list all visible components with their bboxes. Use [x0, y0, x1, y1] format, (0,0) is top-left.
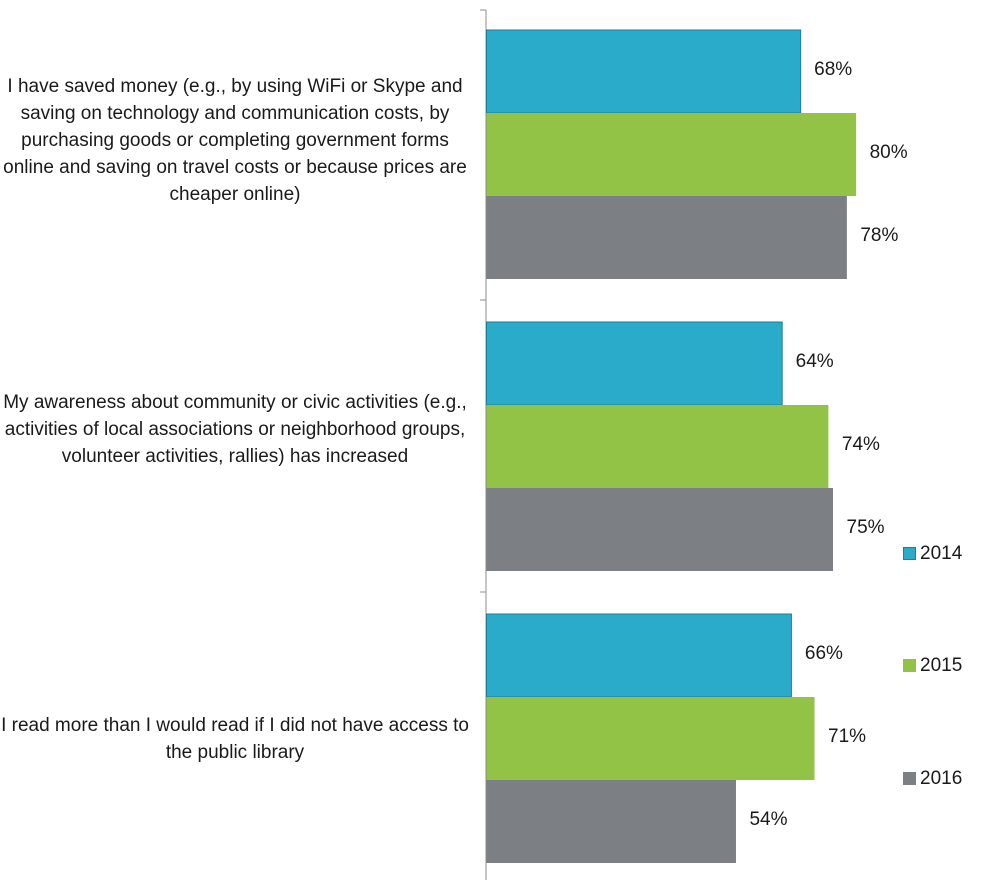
value-label-2015-category-1: 80%: [870, 142, 908, 163]
value-label-2014-category-2: 64%: [796, 351, 834, 372]
bar-2015-category-1: [486, 113, 857, 196]
legend-item-2016: 2016: [903, 768, 962, 790]
bar-2016-category-1: [486, 196, 847, 279]
value-label-2014-category-3: 66%: [805, 643, 843, 664]
legend-swatch-2016: [903, 772, 916, 785]
bar-2015-category-2: [486, 405, 829, 488]
value-label-2016-category-2: 75%: [847, 517, 885, 538]
value-label-2016-category-3: 54%: [749, 809, 787, 830]
bars-group: [486, 29, 857, 863]
bar-2014-category-3: [486, 613, 792, 698]
legend-label-2016: 2016: [920, 768, 963, 789]
value-label-2015-category-2: 74%: [842, 434, 880, 455]
legend-item-2015: 2015: [903, 655, 962, 677]
legend-label-2015: 2015: [920, 655, 963, 676]
category-label-read-more: I read more than I would read if I did n…: [1, 715, 469, 763]
bar-2014-category-2: [486, 321, 783, 406]
bar-2015-category-3: [486, 697, 815, 780]
bar-2016-category-2: [486, 488, 833, 571]
legend-swatch-2014: [903, 547, 916, 560]
value-label-2015-category-3: 71%: [828, 726, 866, 747]
bar-2016-category-3: [486, 780, 736, 863]
legend-swatch-2015: [903, 659, 916, 672]
category-label-community-awareness: My awareness about community or civic ac…: [3, 392, 467, 467]
legend-item-2014: 2014: [903, 543, 962, 565]
category-label-saved-money: I have saved money (e.g., by using WiFi …: [3, 76, 467, 205]
value-labels-group: 68% 80% 78% 64% 74% 75% 66% 71% 54%: [749, 59, 907, 830]
value-label-2016-category-1: 78%: [860, 225, 898, 246]
legend-label-2014: 2014: [920, 543, 963, 564]
value-label-2014-category-1: 68%: [814, 59, 852, 80]
bar-2014-category-1: [486, 29, 802, 114]
